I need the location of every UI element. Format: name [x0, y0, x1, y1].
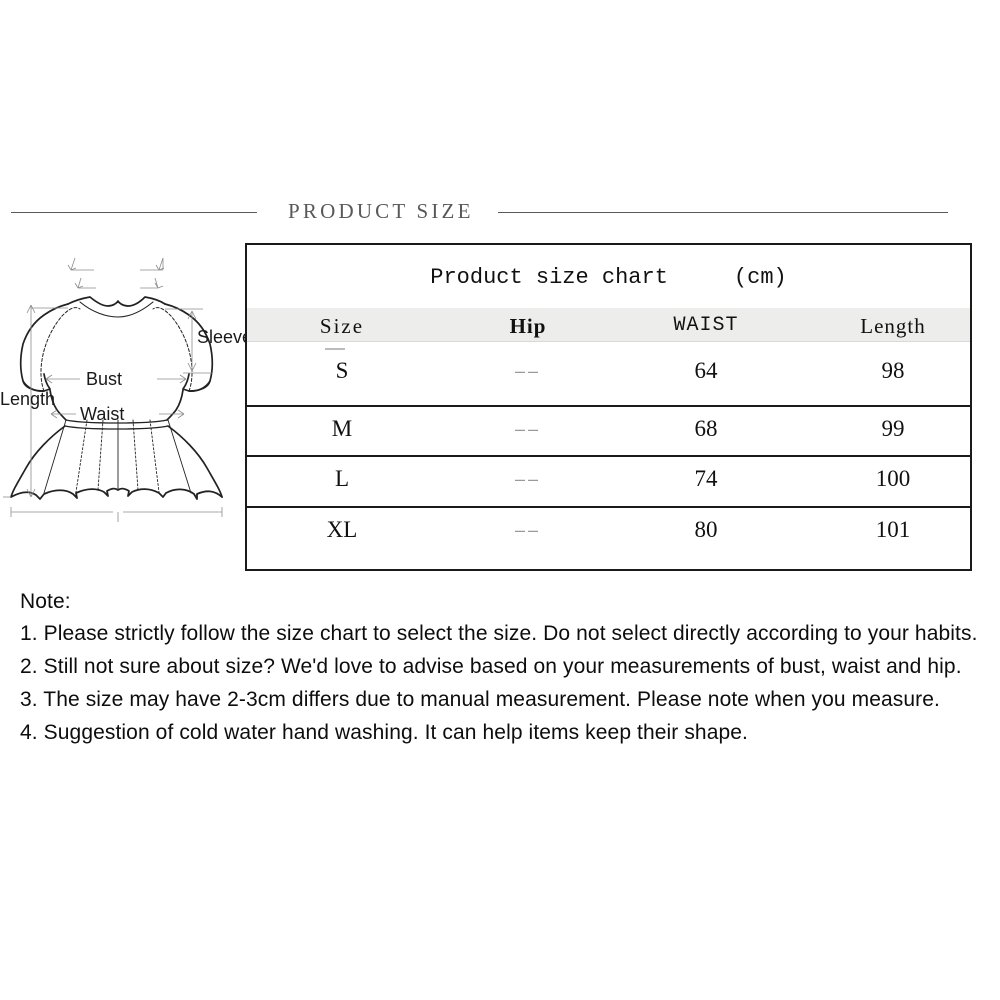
svg-text:Length: Length: [0, 389, 55, 409]
svg-text:Bust: Bust: [86, 369, 122, 389]
svg-text:Waist: Waist: [80, 404, 124, 424]
svg-text:Sleeve: Sleeve: [197, 327, 245, 347]
